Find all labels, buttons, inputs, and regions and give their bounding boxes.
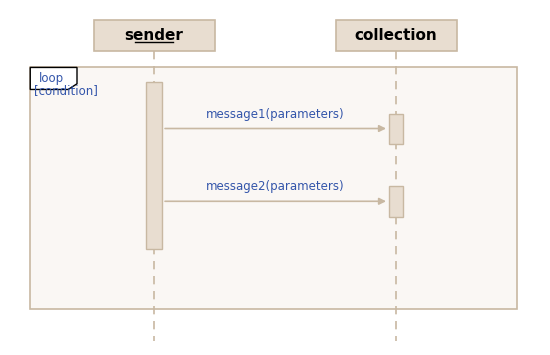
Text: message2(parameters): message2(parameters)	[206, 180, 345, 193]
FancyBboxPatch shape	[389, 114, 403, 144]
Polygon shape	[30, 67, 77, 89]
FancyBboxPatch shape	[146, 82, 162, 248]
Text: loop: loop	[39, 72, 64, 86]
FancyBboxPatch shape	[336, 20, 456, 51]
FancyBboxPatch shape	[30, 67, 517, 309]
Text: sender: sender	[124, 28, 184, 43]
FancyBboxPatch shape	[389, 186, 403, 217]
Text: [condition]: [condition]	[34, 84, 98, 97]
Text: collection: collection	[355, 28, 437, 43]
Text: message1(parameters): message1(parameters)	[206, 108, 345, 121]
FancyBboxPatch shape	[94, 20, 214, 51]
